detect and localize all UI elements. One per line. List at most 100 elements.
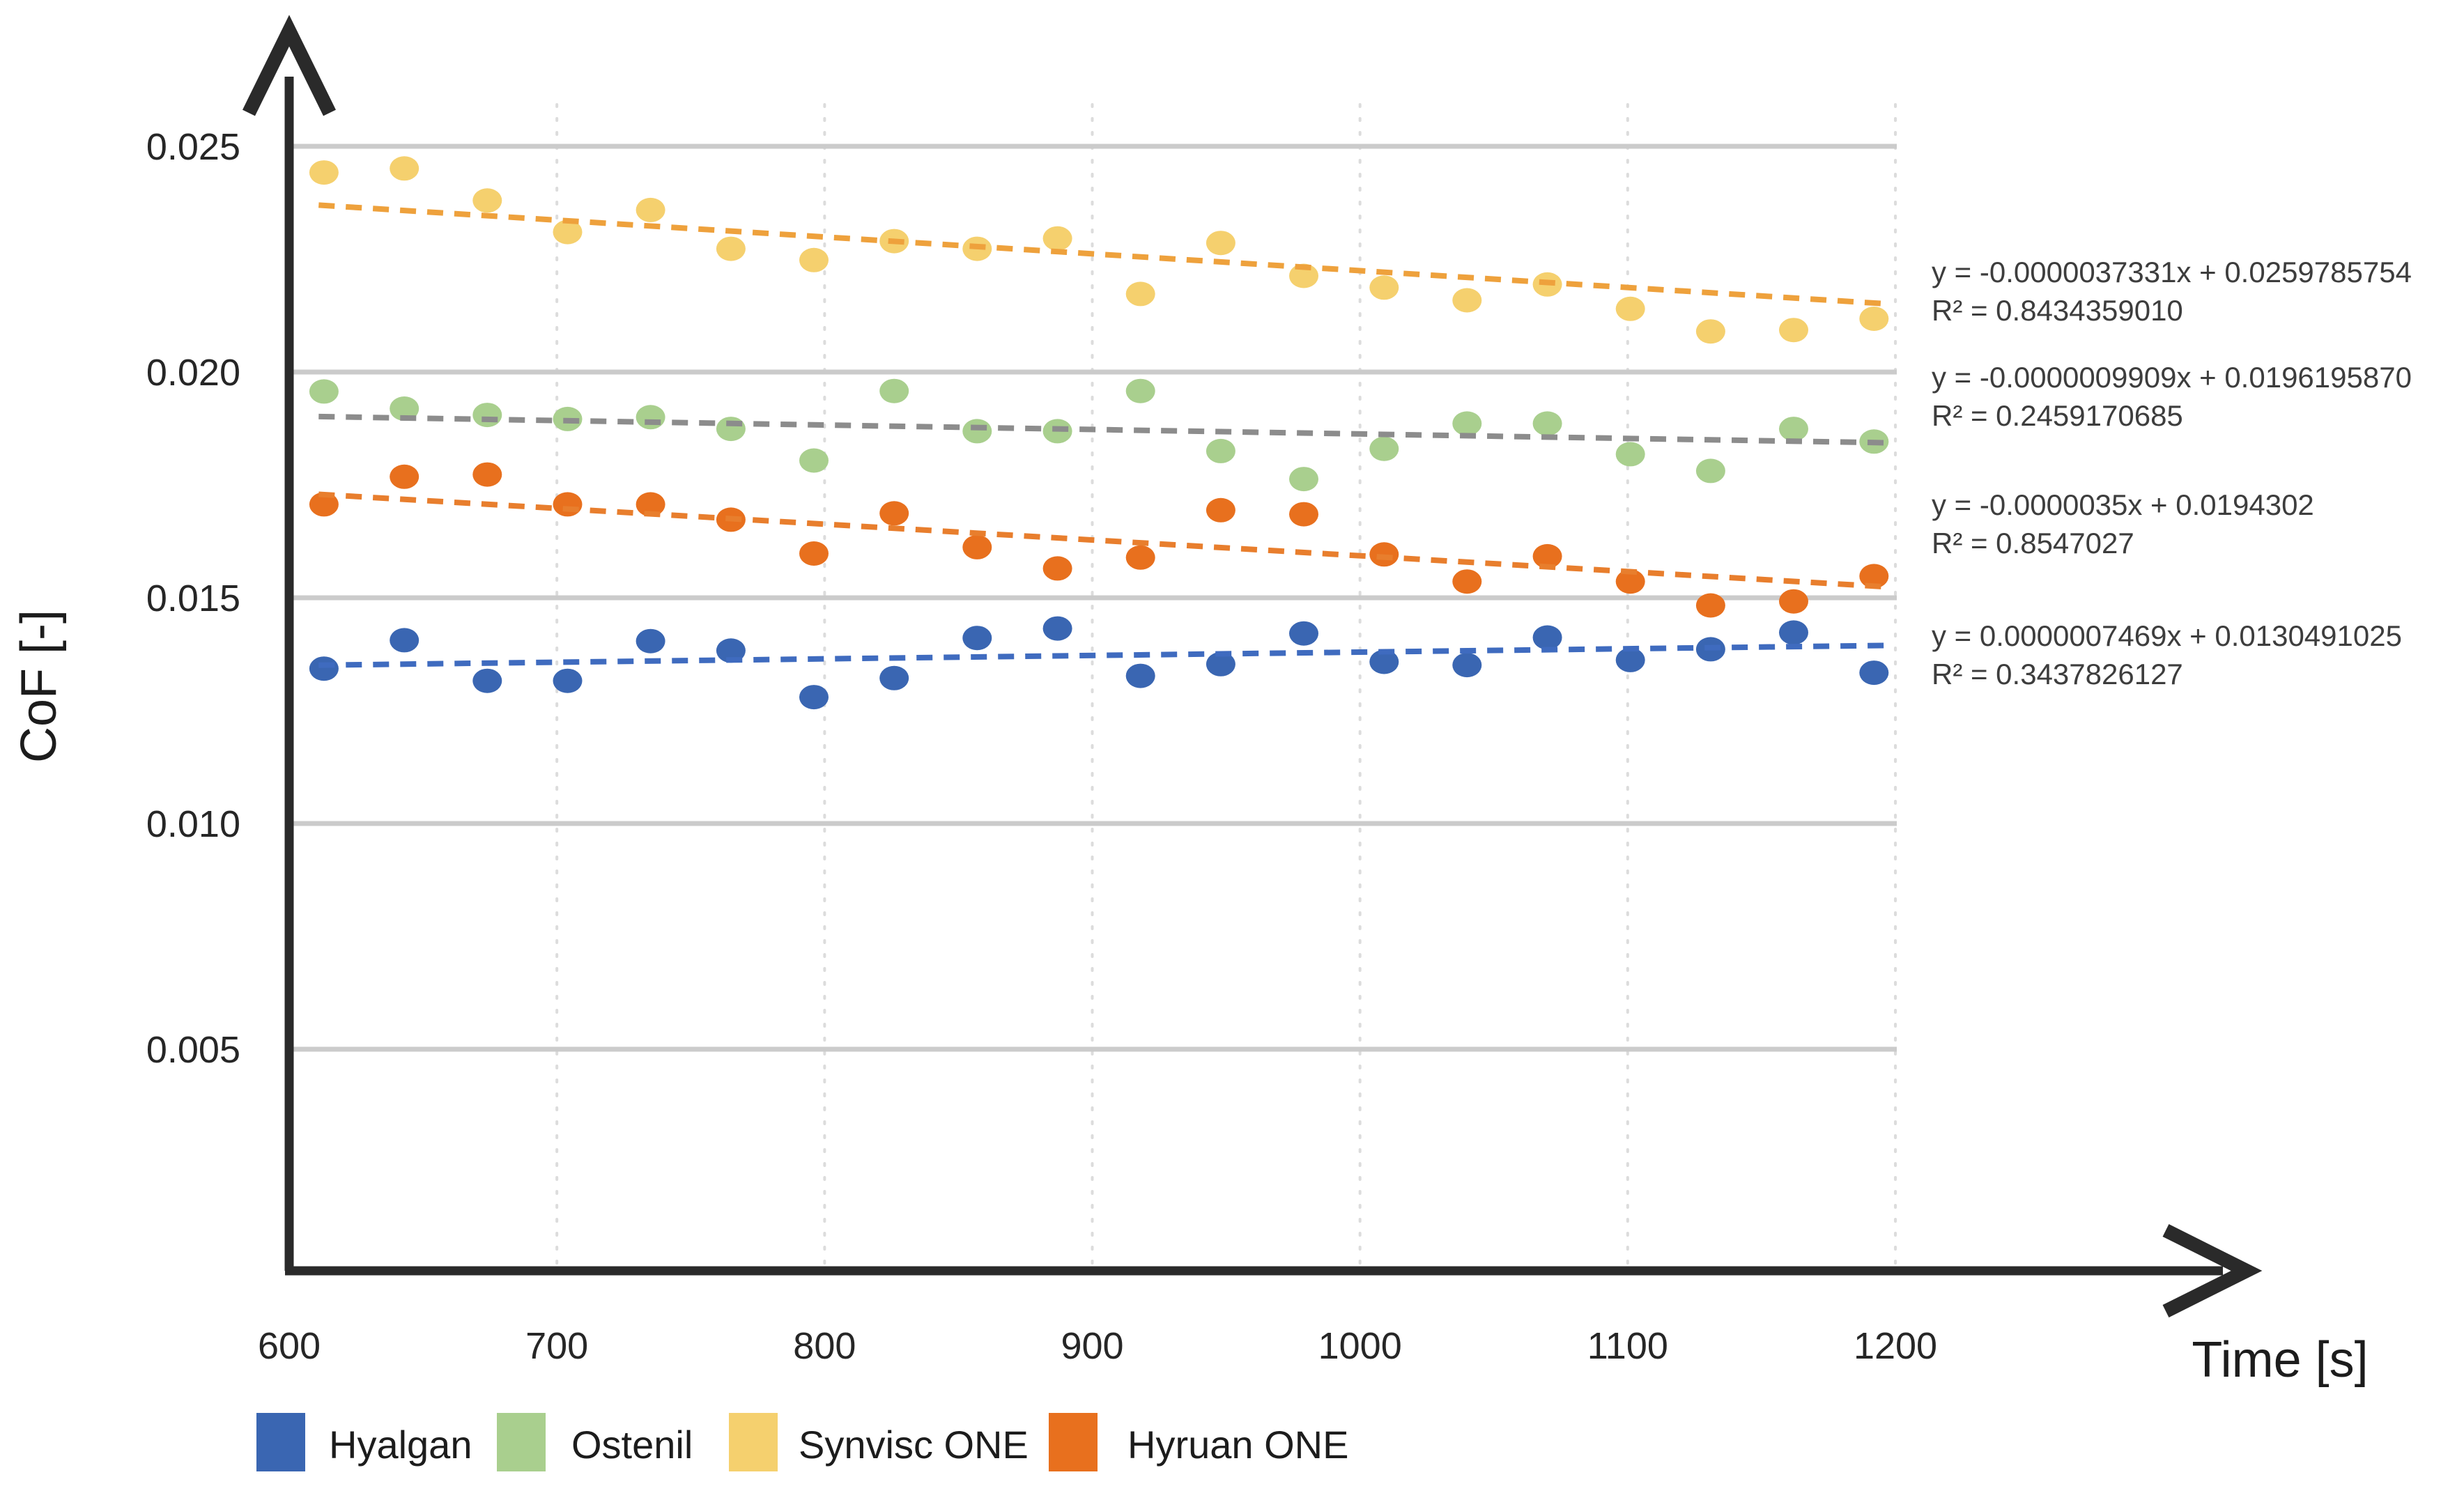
point-hyruan-one-918 [1125,545,1155,570]
point-hyalgan-1040 [1452,653,1482,678]
legend-item-ostenil: Ostenil [497,1413,693,1471]
point-synvisc-one-1009 [1369,275,1399,300]
point-synvisc-one-704 [553,219,583,245]
point-synvisc-one-765 [716,236,746,261]
legend-swatch-ostenil [497,1413,546,1471]
point-hyruan-one-826 [879,501,909,526]
point-ostenil-826 [879,378,909,403]
trendlines-layer [318,202,1891,668]
legend-label-ostenil: Ostenil [571,1423,693,1467]
legend-item-hyalgan: Hyalgan [256,1413,472,1471]
axes [242,15,2263,1317]
y-axis-title: CoF [-] [11,610,67,763]
x-tick-label-1100: 1100 [1587,1325,1668,1367]
legend: Hyalgan Ostenil Synvisc ONE Hyruan ONE [256,1413,1348,1471]
point-hyruan-one-1131 [1695,593,1725,618]
series-hyruan-one [309,462,1889,618]
point-hyalgan-1070 [1532,625,1562,650]
legend-swatch-hyruan-one [1049,1413,1098,1471]
point-hyalgan-704 [553,668,583,693]
series-ostenil [309,378,1889,492]
x-tick-label-700: 700 [525,1325,588,1367]
y-tick-label-0.005: 0.005 [146,1029,240,1071]
point-ostenil-765 [716,417,746,442]
equation-synvisc-one: y = -0.0000037331x + 0.0259785754 [1932,256,2412,288]
point-hyruan-one-1070 [1532,543,1562,569]
point-synvisc-one-735 [636,197,665,222]
legend-label-hyalgan: Hyalgan [329,1423,472,1467]
point-hyalgan-643 [390,628,419,653]
point-hyruan-one-643 [390,464,419,489]
point-hyalgan-765 [716,638,746,663]
point-hyalgan-1101 [1615,647,1645,672]
point-hyruan-one-1101 [1615,569,1645,594]
point-synvisc-one-887 [1042,226,1072,251]
series-synvisc-one [309,156,1889,344]
point-synvisc-one-979 [1289,263,1318,288]
point-hyalgan-1192 [1859,660,1889,686]
point-ostenil-735 [636,405,665,430]
point-ostenil-613 [309,379,339,404]
point-hyalgan-857 [962,626,992,651]
point-synvisc-one-613 [309,160,339,185]
point-hyruan-one-979 [1289,502,1318,527]
tick-labels: 0.005 0.010 0.015 0.020 0.025 600 700 800 900 100… [146,126,1937,1367]
point-synvisc-one-918 [1125,281,1155,307]
point-hyruan-one-948 [1206,497,1235,523]
point-hyalgan-918 [1125,663,1155,688]
point-hyruan-one-674 [472,462,502,487]
y-tick-label-0.015: 0.015 [146,578,240,619]
point-ostenil-1162 [1779,417,1808,442]
point-ostenil-918 [1125,378,1155,403]
horizontal-gridlines [285,144,1897,1052]
point-hyruan-one-857 [962,534,992,559]
point-hyalgan-613 [309,656,339,681]
point-hyalgan-1009 [1369,649,1399,674]
point-hyruan-one-704 [553,492,583,517]
equation-block-hyruan-one: y = -0.0000035x + 0.0194302 R² = 0.854702… [1932,488,2314,559]
legend-item-synvisc-one: Synvisc ONE [729,1413,1029,1471]
point-ostenil-948 [1206,438,1235,463]
r-squared-ostenil: R² = 0.2459170685 [1932,399,2183,432]
y-tick-label-0.010: 0.010 [146,803,240,845]
legend-label-hyruan-one: Hyruan ONE [1127,1423,1348,1467]
y-tick-label-0.020: 0.020 [146,352,240,394]
y-tick-label-0.025: 0.025 [146,126,240,168]
point-synvisc-one-1101 [1615,296,1645,321]
x-tick-label-1000: 1000 [1318,1325,1402,1367]
point-synvisc-one-948 [1206,231,1235,256]
vertical-gridlines [555,103,1897,1267]
point-ostenil-1131 [1695,458,1725,484]
point-ostenil-1040 [1452,411,1482,436]
point-synvisc-one-1192 [1859,307,1889,331]
data-points-layer [309,156,1889,710]
point-synvisc-one-643 [390,156,419,181]
legend-label-synvisc-one: Synvisc ONE [799,1423,1029,1467]
point-ostenil-796 [799,448,829,473]
point-synvisc-one-1131 [1695,319,1725,344]
trendline-ostenil [318,413,1891,446]
point-synvisc-one-796 [799,247,829,272]
x-tick-label-600: 600 [258,1325,321,1367]
trendline-hyalgan [318,642,1891,668]
point-ostenil-643 [390,396,419,421]
point-ostenil-979 [1289,467,1318,492]
point-hyalgan-674 [472,668,502,693]
point-hyruan-one-887 [1042,556,1072,581]
point-hyalgan-979 [1289,621,1318,646]
equation-block-ostenil: y = -0.0000009909x + 0.0196195870 R² = 0.… [1932,361,2412,432]
x-tick-label-900: 900 [1061,1325,1123,1367]
point-hyruan-one-613 [309,492,339,517]
x-tick-label-1200: 1200 [1854,1325,1937,1367]
point-hyruan-one-1192 [1859,564,1889,589]
point-ostenil-1009 [1369,436,1399,461]
point-hyalgan-735 [636,628,665,654]
trendline-equations: y = -0.0000037331x + 0.0259785754 R² = 0.… [1932,256,2412,690]
point-hyalgan-887 [1042,616,1072,641]
point-hyalgan-948 [1206,651,1235,676]
point-hyalgan-1162 [1779,620,1808,645]
point-synvisc-one-1040 [1452,288,1482,313]
y-axis-arrow-icon [242,15,336,116]
x-tick-label-800: 800 [793,1325,856,1367]
